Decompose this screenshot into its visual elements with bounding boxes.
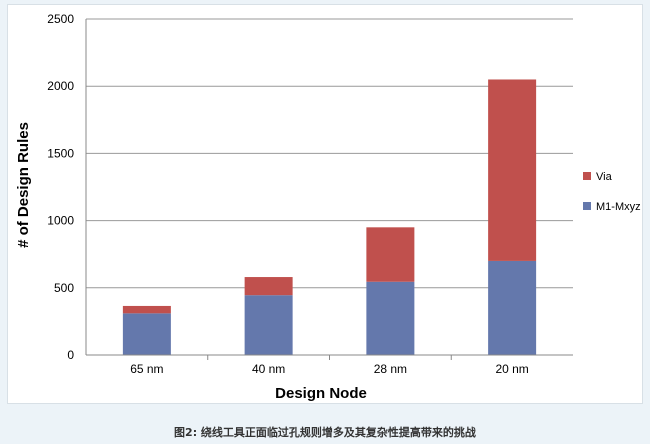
y-axis-label: # of Design Rules — [15, 122, 32, 248]
bar-via-0 — [122, 305, 171, 314]
x-tick-label: 28 nm — [374, 362, 407, 376]
legend-swatch — [583, 202, 591, 210]
legend-label: Via — [596, 171, 613, 183]
bar-m1-mxyz-3 — [488, 260, 537, 355]
x-tick-label: 40 nm — [252, 362, 285, 376]
x-tick-label: 20 nm — [495, 362, 528, 376]
bar-via-1 — [244, 277, 293, 296]
y-tick-label: 2000 — [47, 79, 74, 93]
x-tick-label: 65 nm — [130, 362, 163, 376]
bars — [122, 79, 537, 355]
legend: Via M1-Mxyz — [583, 171, 641, 213]
y-tick-label: 2500 — [47, 12, 74, 26]
stacked-bar-chart: 0 500 1000 1500 2000 2500 65 nm 40 nm 28 nm 20 nm… — [15, 12, 641, 402]
bar-m1-mxyz-1 — [244, 295, 293, 355]
bar-m1-mxyz-2 — [366, 281, 415, 355]
figure-caption: 图2: 绕线工具正面临过孔规则增多及其复杂性提高带来的挑战 — [174, 426, 476, 439]
y-tick-label: 500 — [54, 281, 74, 295]
tick-labels: 0 500 1000 1500 2000 2500 65 nm 40 nm 28 nm 20 nm — [47, 12, 529, 376]
x-axis-label: Design Node — [275, 385, 367, 402]
axes — [85, 19, 573, 360]
y-tick-label: 1500 — [47, 146, 74, 160]
chart-frame: 0 500 1000 1500 2000 2500 65 nm 40 nm 28 nm 20 nm… — [7, 4, 643, 404]
y-tick-label: 0 — [67, 348, 74, 362]
legend-swatch — [583, 172, 591, 180]
legend-label: M1-Mxyz — [596, 201, 641, 213]
bar-m1-mxyz-0 — [122, 313, 171, 355]
y-tick-label: 1000 — [47, 214, 74, 228]
bar-via-2 — [366, 227, 415, 282]
bar-via-3 — [488, 79, 537, 261]
